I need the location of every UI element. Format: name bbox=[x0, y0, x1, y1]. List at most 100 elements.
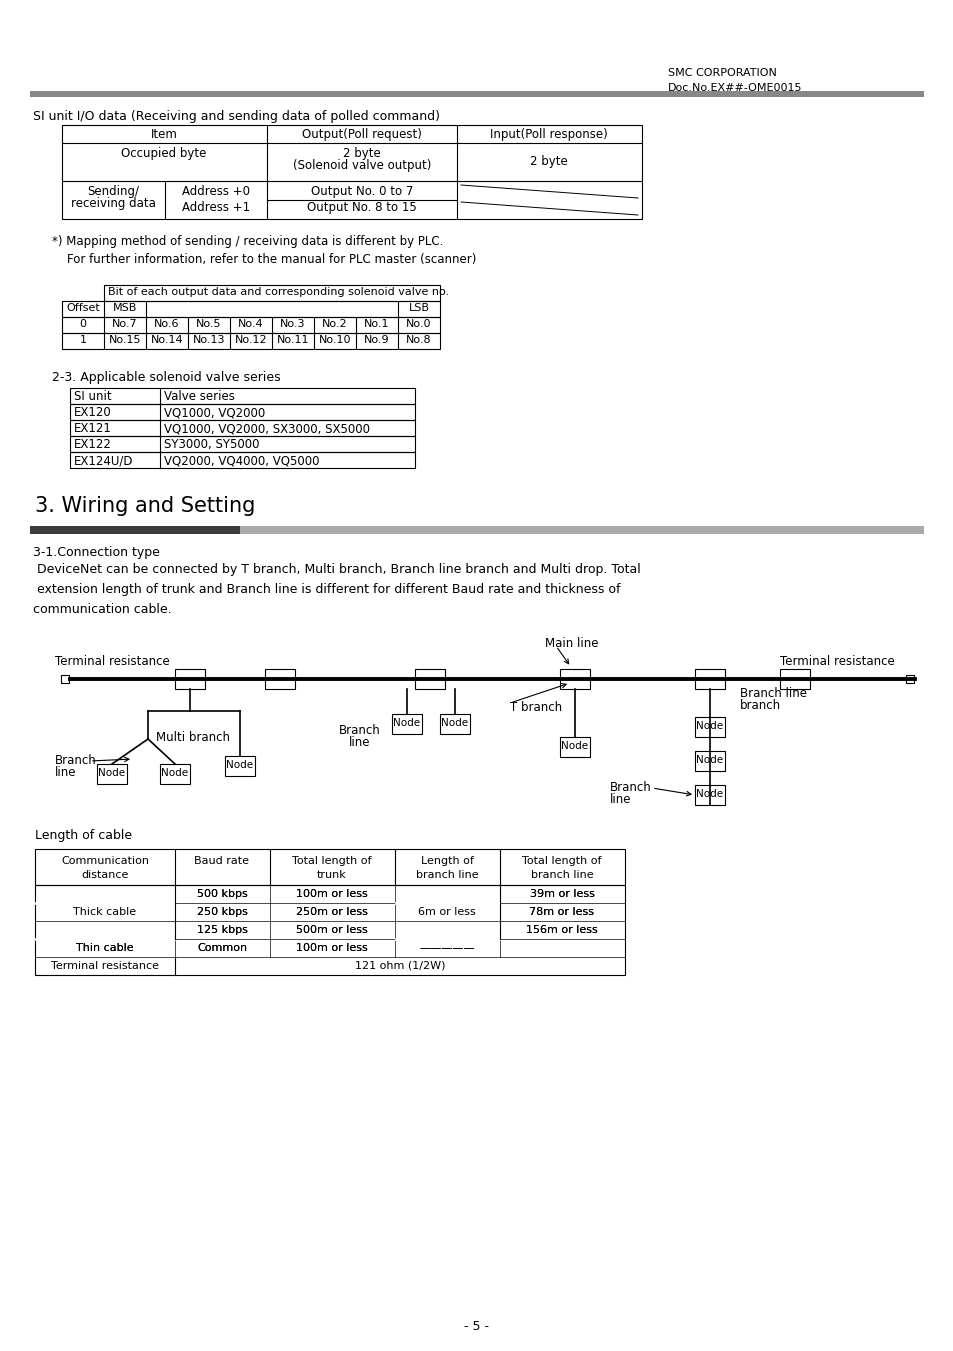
Text: Node: Node bbox=[696, 721, 722, 731]
Bar bbox=[905, 676, 913, 684]
Text: 2-3. Applicable solenoid valve series: 2-3. Applicable solenoid valve series bbox=[52, 372, 280, 384]
Bar bbox=[695, 669, 724, 689]
Text: VQ1000, VQ2000: VQ1000, VQ2000 bbox=[164, 407, 265, 419]
Text: DeviceNet can be connected by T branch, Multi branch, Branch line branch and Mul: DeviceNet can be connected by T branch, … bbox=[33, 563, 640, 576]
Text: 100m or less: 100m or less bbox=[295, 943, 368, 952]
Text: No.0: No.0 bbox=[406, 319, 432, 330]
Text: SI unit: SI unit bbox=[74, 390, 112, 403]
Text: 250 kbps: 250 kbps bbox=[196, 907, 247, 917]
Text: 100m or less: 100m or less bbox=[295, 889, 368, 898]
Bar bbox=[695, 717, 724, 738]
Text: communication cable.: communication cable. bbox=[33, 603, 172, 616]
Text: Doc.No.EX##-OME0015: Doc.No.EX##-OME0015 bbox=[667, 82, 801, 93]
Text: Branch: Branch bbox=[609, 781, 651, 794]
Bar bbox=[392, 713, 421, 734]
Text: Thick cable: Thick cable bbox=[73, 907, 136, 917]
Text: No.9: No.9 bbox=[364, 335, 390, 345]
Text: Node: Node bbox=[98, 767, 126, 778]
Text: No.1: No.1 bbox=[364, 319, 390, 330]
Text: No.7: No.7 bbox=[112, 319, 137, 330]
Bar bbox=[70, 420, 415, 436]
Text: No.15: No.15 bbox=[109, 335, 141, 345]
Text: Terminal resistance: Terminal resistance bbox=[780, 655, 894, 667]
Bar bbox=[240, 526, 923, 534]
Text: Output No. 0 to 7: Output No. 0 to 7 bbox=[311, 185, 413, 199]
Text: Address +1: Address +1 bbox=[182, 201, 250, 213]
Text: branch line: branch line bbox=[416, 870, 477, 880]
Text: trunk: trunk bbox=[316, 870, 347, 880]
Bar bbox=[62, 317, 439, 332]
Text: No.2: No.2 bbox=[322, 319, 348, 330]
Text: Output(Poll request): Output(Poll request) bbox=[302, 128, 421, 141]
Text: No.14: No.14 bbox=[151, 335, 183, 345]
Bar bbox=[62, 332, 439, 349]
Bar bbox=[695, 785, 724, 805]
Bar bbox=[61, 676, 69, 684]
Text: line: line bbox=[349, 736, 371, 748]
Text: No.13: No.13 bbox=[193, 335, 225, 345]
Text: distance: distance bbox=[81, 870, 129, 880]
Bar bbox=[35, 848, 624, 885]
Text: Node: Node bbox=[393, 717, 420, 728]
Text: 250 kbps: 250 kbps bbox=[196, 907, 247, 917]
Bar bbox=[695, 751, 724, 771]
Bar bbox=[30, 526, 240, 534]
Text: Node: Node bbox=[441, 717, 468, 728]
Bar bbox=[70, 453, 415, 467]
Bar bbox=[30, 91, 923, 97]
Text: branch line: branch line bbox=[530, 870, 593, 880]
Text: 121 ohm (1/2W): 121 ohm (1/2W) bbox=[355, 961, 445, 971]
Text: Common: Common bbox=[196, 943, 247, 952]
Text: Baud rate: Baud rate bbox=[194, 857, 250, 866]
Text: line: line bbox=[55, 766, 76, 780]
Bar bbox=[35, 885, 624, 975]
Bar bbox=[174, 669, 205, 689]
Bar bbox=[62, 301, 439, 317]
Text: Input(Poll response): Input(Poll response) bbox=[490, 128, 607, 141]
Text: Branch line: Branch line bbox=[740, 688, 806, 700]
Text: 2 byte: 2 byte bbox=[343, 147, 380, 159]
Bar bbox=[265, 669, 294, 689]
Text: Total length of: Total length of bbox=[521, 857, 601, 866]
Text: LSB: LSB bbox=[408, 303, 429, 313]
Bar bbox=[160, 765, 190, 784]
Text: 125 kbps: 125 kbps bbox=[196, 925, 247, 935]
Text: Length of: Length of bbox=[420, 857, 473, 866]
Bar bbox=[780, 669, 809, 689]
Text: Branch: Branch bbox=[55, 754, 96, 767]
Text: Terminal resistance: Terminal resistance bbox=[55, 655, 170, 667]
Text: No.5: No.5 bbox=[196, 319, 221, 330]
Text: - 5 -: - 5 - bbox=[464, 1320, 489, 1333]
Bar bbox=[439, 713, 470, 734]
Text: SMC CORPORATION: SMC CORPORATION bbox=[667, 68, 776, 78]
Text: branch: branch bbox=[740, 698, 781, 712]
Text: 39m or less: 39m or less bbox=[529, 889, 594, 898]
Text: receiving data: receiving data bbox=[71, 197, 155, 209]
Text: No.4: No.4 bbox=[238, 319, 264, 330]
Text: 6m or less: 6m or less bbox=[417, 907, 476, 917]
Text: Item: Item bbox=[151, 128, 177, 141]
Text: 3. Wiring and Setting: 3. Wiring and Setting bbox=[35, 496, 255, 516]
Text: For further information, refer to the manual for PLC master (scanner): For further information, refer to the ma… bbox=[67, 253, 476, 266]
Text: EX124U/D: EX124U/D bbox=[74, 454, 133, 467]
Text: EX121: EX121 bbox=[74, 422, 112, 435]
Text: 156m or less: 156m or less bbox=[525, 925, 598, 935]
Bar bbox=[559, 669, 589, 689]
Bar bbox=[97, 765, 127, 784]
Text: Node: Node bbox=[696, 789, 722, 798]
Bar bbox=[559, 738, 589, 757]
Text: —————: ————— bbox=[418, 943, 475, 952]
Text: SI unit I/O data (Receiving and sending data of polled command): SI unit I/O data (Receiving and sending … bbox=[33, 109, 439, 123]
Text: 39m or less: 39m or less bbox=[529, 889, 594, 898]
Text: SY3000, SY5000: SY3000, SY5000 bbox=[164, 438, 259, 451]
Text: Total length of: Total length of bbox=[292, 857, 372, 866]
Bar bbox=[415, 669, 444, 689]
Text: extension length of trunk and Branch line is different for different Baud rate a: extension length of trunk and Branch lin… bbox=[33, 584, 619, 596]
Text: Terminal resistance: Terminal resistance bbox=[51, 961, 159, 971]
Text: (Solenoid valve output): (Solenoid valve output) bbox=[293, 159, 431, 172]
Text: Common: Common bbox=[196, 943, 247, 952]
Text: Output No. 8 to 15: Output No. 8 to 15 bbox=[307, 201, 416, 213]
Bar bbox=[70, 404, 415, 420]
Text: 500 kbps: 500 kbps bbox=[196, 889, 247, 898]
Text: Thin cable: Thin cable bbox=[76, 943, 133, 952]
